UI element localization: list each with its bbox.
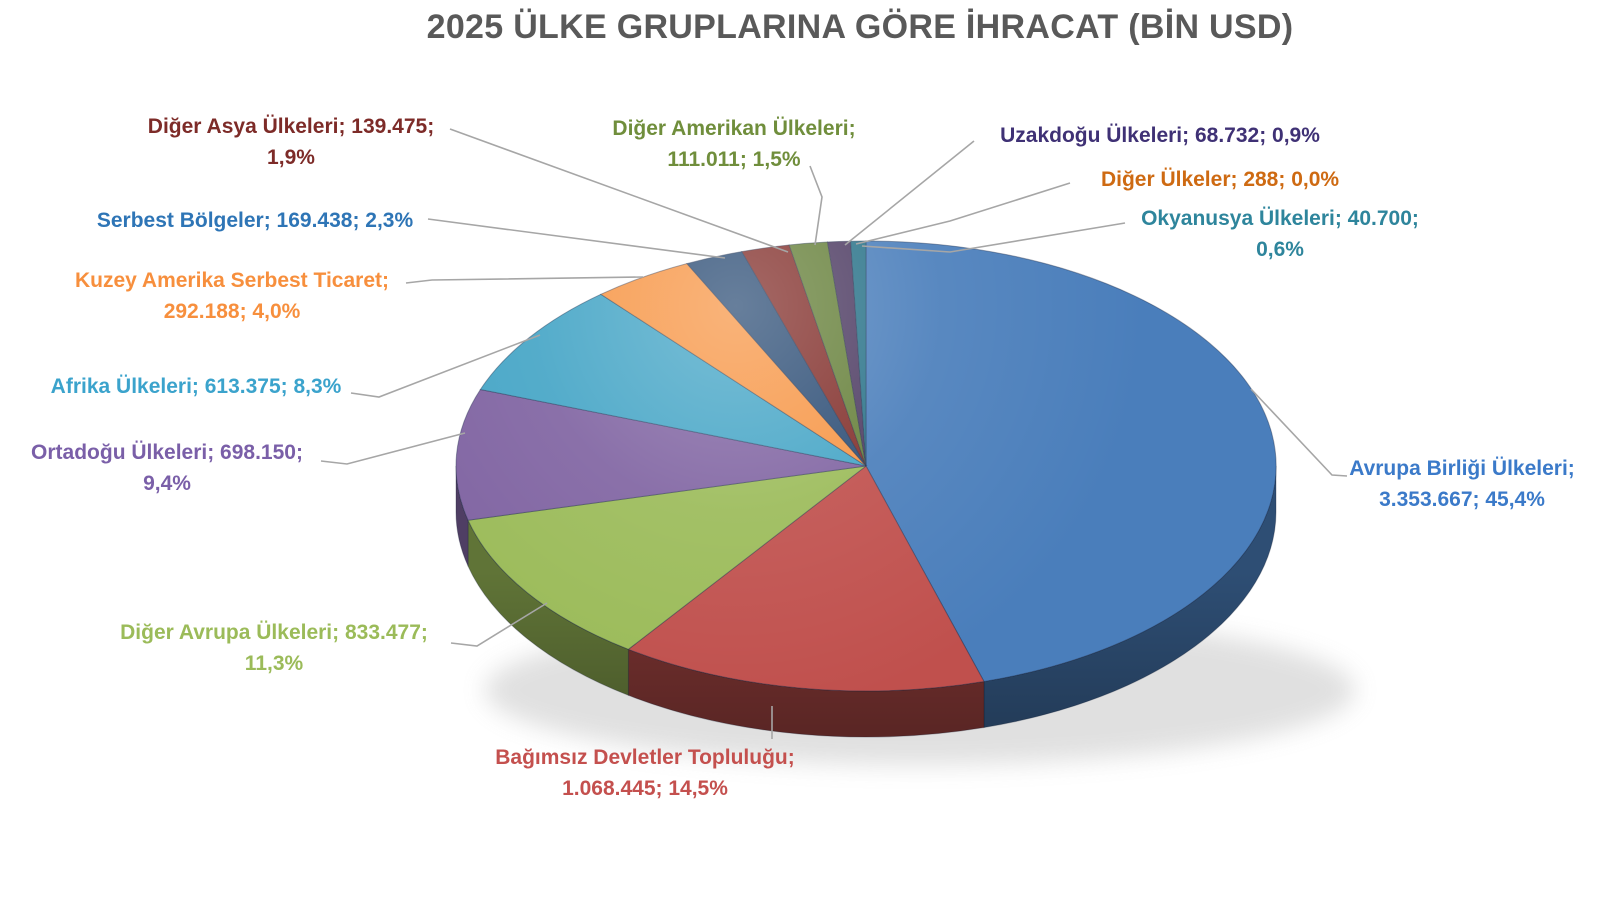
leader-line-11 (861, 222, 1126, 253)
label-line1: Serbest Bölgeler; 169.438; 2,3% (96, 209, 414, 232)
leader-line-5 (405, 276, 644, 284)
leader-line-8 (809, 165, 823, 246)
leader-line-4 (350, 334, 541, 398)
leader-line-7 (449, 128, 789, 253)
label-line2: 1.068.445; 14,5% (562, 777, 728, 800)
data-label-serbest-bolgeler: Serbest Bölgeler; 169.438; 2,3% (97, 205, 413, 236)
pie-side-shading (456, 466, 1276, 737)
leader-line-0 (1250, 388, 1348, 477)
data-label-diger-ulkeler: Diğer Ülkeler; 288; 0,0% (1101, 164, 1339, 195)
label-line1: Uzakdoğu Ülkeleri; 68.732; 0,9% (1000, 124, 1320, 147)
chart-title: 2025 ÜLKE GRUPLARINA GÖRE İHRACAT (BİN U… (426, 8, 1294, 46)
label-line2: 0,6% (1256, 238, 1304, 261)
label-line1: Ortadoğu Ülkeleri; 698.150; (31, 441, 303, 464)
data-label-kuzey-amerika: Kuzey Amerika Serbest Ticaret; 292.188; … (75, 265, 389, 327)
label-line2: 11,3% (244, 652, 304, 675)
data-label-ortadogu: Ortadoğu Ülkeleri; 698.150; 9,4% (31, 437, 303, 499)
label-line2: 3.353.667; 45,4% (1379, 488, 1545, 511)
label-line1: Kuzey Amerika Serbest Ticaret; (75, 269, 389, 292)
data-label-diger-avrupa: Diğer Avrupa Ülkeleri; 833.477; 11,3% (120, 617, 428, 679)
pie-gloss (456, 241, 1276, 691)
label-line1: Avrupa Birliği Ülkeleri; (1349, 457, 1575, 480)
leader-line-6 (427, 218, 726, 259)
leader-line-9 (844, 140, 975, 246)
leader-line-10 (855, 182, 1071, 245)
label-line1: Diğer Ülkeler; 288; 0,0% (1100, 168, 1340, 191)
leader-line-3 (320, 432, 466, 465)
label-line2: 9,4% (143, 472, 191, 495)
data-label-uzakdogu: Uzakdoğu Ülkeleri; 68.732; 0,9% (1000, 120, 1320, 151)
leader-line-2 (450, 602, 548, 647)
data-label-diger-asya: Diğer Asya Ülkeleri; 139.475; 1,9% (148, 111, 434, 173)
label-line1: Diğer Avrupa Ülkeleri; 833.477; (120, 621, 428, 644)
data-label-afrika: Afrika Ülkeleri; 613.375; 8,3% (51, 371, 342, 402)
label-line1: Diğer Amerikan Ülkeleri; (612, 117, 856, 140)
data-label-okyanusya: Okyanusya Ülkeleri; 40.700; 0,6% (1141, 203, 1419, 265)
label-line2: 292.188; 4,0% (163, 300, 301, 323)
label-line1: Afrika Ülkeleri; 613.375; 8,3% (50, 375, 342, 398)
label-line2: 111.011; 1,5% (667, 148, 801, 171)
label-line2: 1,9% (267, 146, 315, 169)
data-label-avrupa-birligi: Avrupa Birliği Ülkeleri; 3.353.667; 45,4… (1349, 453, 1575, 515)
label-line1: Okyanusya Ülkeleri; 40.700; (1141, 207, 1419, 230)
label-line1: Diğer Asya Ülkeleri; 139.475; (147, 115, 435, 138)
label-line1: Bağımsız Devletler Topluluğu; (495, 746, 795, 769)
data-label-diger-amerikan: Diğer Amerikan Ülkeleri; 111.011; 1,5% (612, 113, 855, 175)
data-label-bagimsiz-devletler: Bağımsız Devletler Topluluğu; 1.068.445;… (495, 742, 794, 804)
